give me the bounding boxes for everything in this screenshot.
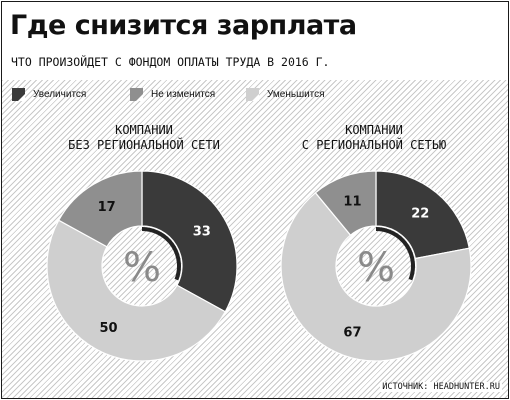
chart-2-slice-decrease — [280, 191, 472, 362]
chart-2-title-line-1: КОМПАНИИ — [345, 123, 403, 137]
chart-2-slice-unchanged — [314, 170, 377, 237]
chart-1-slice-increase — [141, 170, 238, 313]
donut-chart-1: 33 50 17% — [46, 170, 238, 362]
chart-1-value-increase: 33 — [193, 225, 211, 240]
chart-1-title-line-1: КОМПАНИИ — [115, 123, 173, 137]
legend-item-unchanged: Не изменится — [130, 88, 215, 101]
chart-2-value-decrease: 67 — [343, 325, 361, 340]
chart-1-slice-decrease — [46, 219, 227, 362]
legend-item-decrease: Уменьшится — [246, 88, 325, 101]
chart-2-value-increase: 22 — [411, 206, 429, 221]
legend-swatch-unchanged — [130, 88, 143, 101]
chart-title: Где снизится зарплата — [10, 10, 357, 41]
legend: Увеличится Не изменится Уменьшится — [12, 88, 492, 106]
legend-label-decrease: Уменьшится — [267, 89, 325, 100]
chart-1-value-unchanged: 17 — [98, 200, 116, 215]
chart-1-percent-sign: % — [123, 245, 161, 291]
chart-1-title-line-2: БЕЗ РЕГИОНАЛЬНОЙ СЕТИ — [68, 138, 220, 152]
chart-1-value-decrease: 50 — [99, 321, 117, 336]
chart-2-percent-sign: % — [357, 245, 395, 291]
chart-1-slice-unchanged — [57, 170, 143, 248]
chart-1-inner-accent — [141, 227, 181, 281]
legend-swatch-increase — [12, 88, 25, 101]
legend-swatch-decrease — [246, 88, 259, 101]
chart-2-inner-accent — [375, 227, 415, 281]
legend-item-increase: Увеличится — [12, 88, 86, 101]
chart-2-title: КОМПАНИИ С РЕГИОНАЛЬНОЙ СЕТЬЮ — [274, 123, 474, 153]
donut-chart-2: 22 67 11% — [280, 170, 472, 362]
chart-2-value-unchanged: 11 — [343, 195, 361, 210]
chart-1-title: КОМПАНИИ БЕЗ РЕГИОНАЛЬНОЙ СЕТИ — [44, 123, 244, 153]
legend-label-increase: Увеличится — [33, 89, 87, 100]
source-note: ИСТОЧНИК: HEADHUNTER.RU — [380, 382, 502, 392]
legend-label-unchanged: Не изменится — [151, 89, 216, 100]
chart-2-title-line-2: С РЕГИОНАЛЬНОЙ СЕТЬЮ — [301, 138, 447, 152]
chart-2-slice-increase — [375, 170, 471, 260]
chart-subtitle: ЧТО ПРОИЗОЙДЕТ С ФОНДОМ ОПЛАТЫ ТРУДА В 2… — [11, 55, 330, 69]
